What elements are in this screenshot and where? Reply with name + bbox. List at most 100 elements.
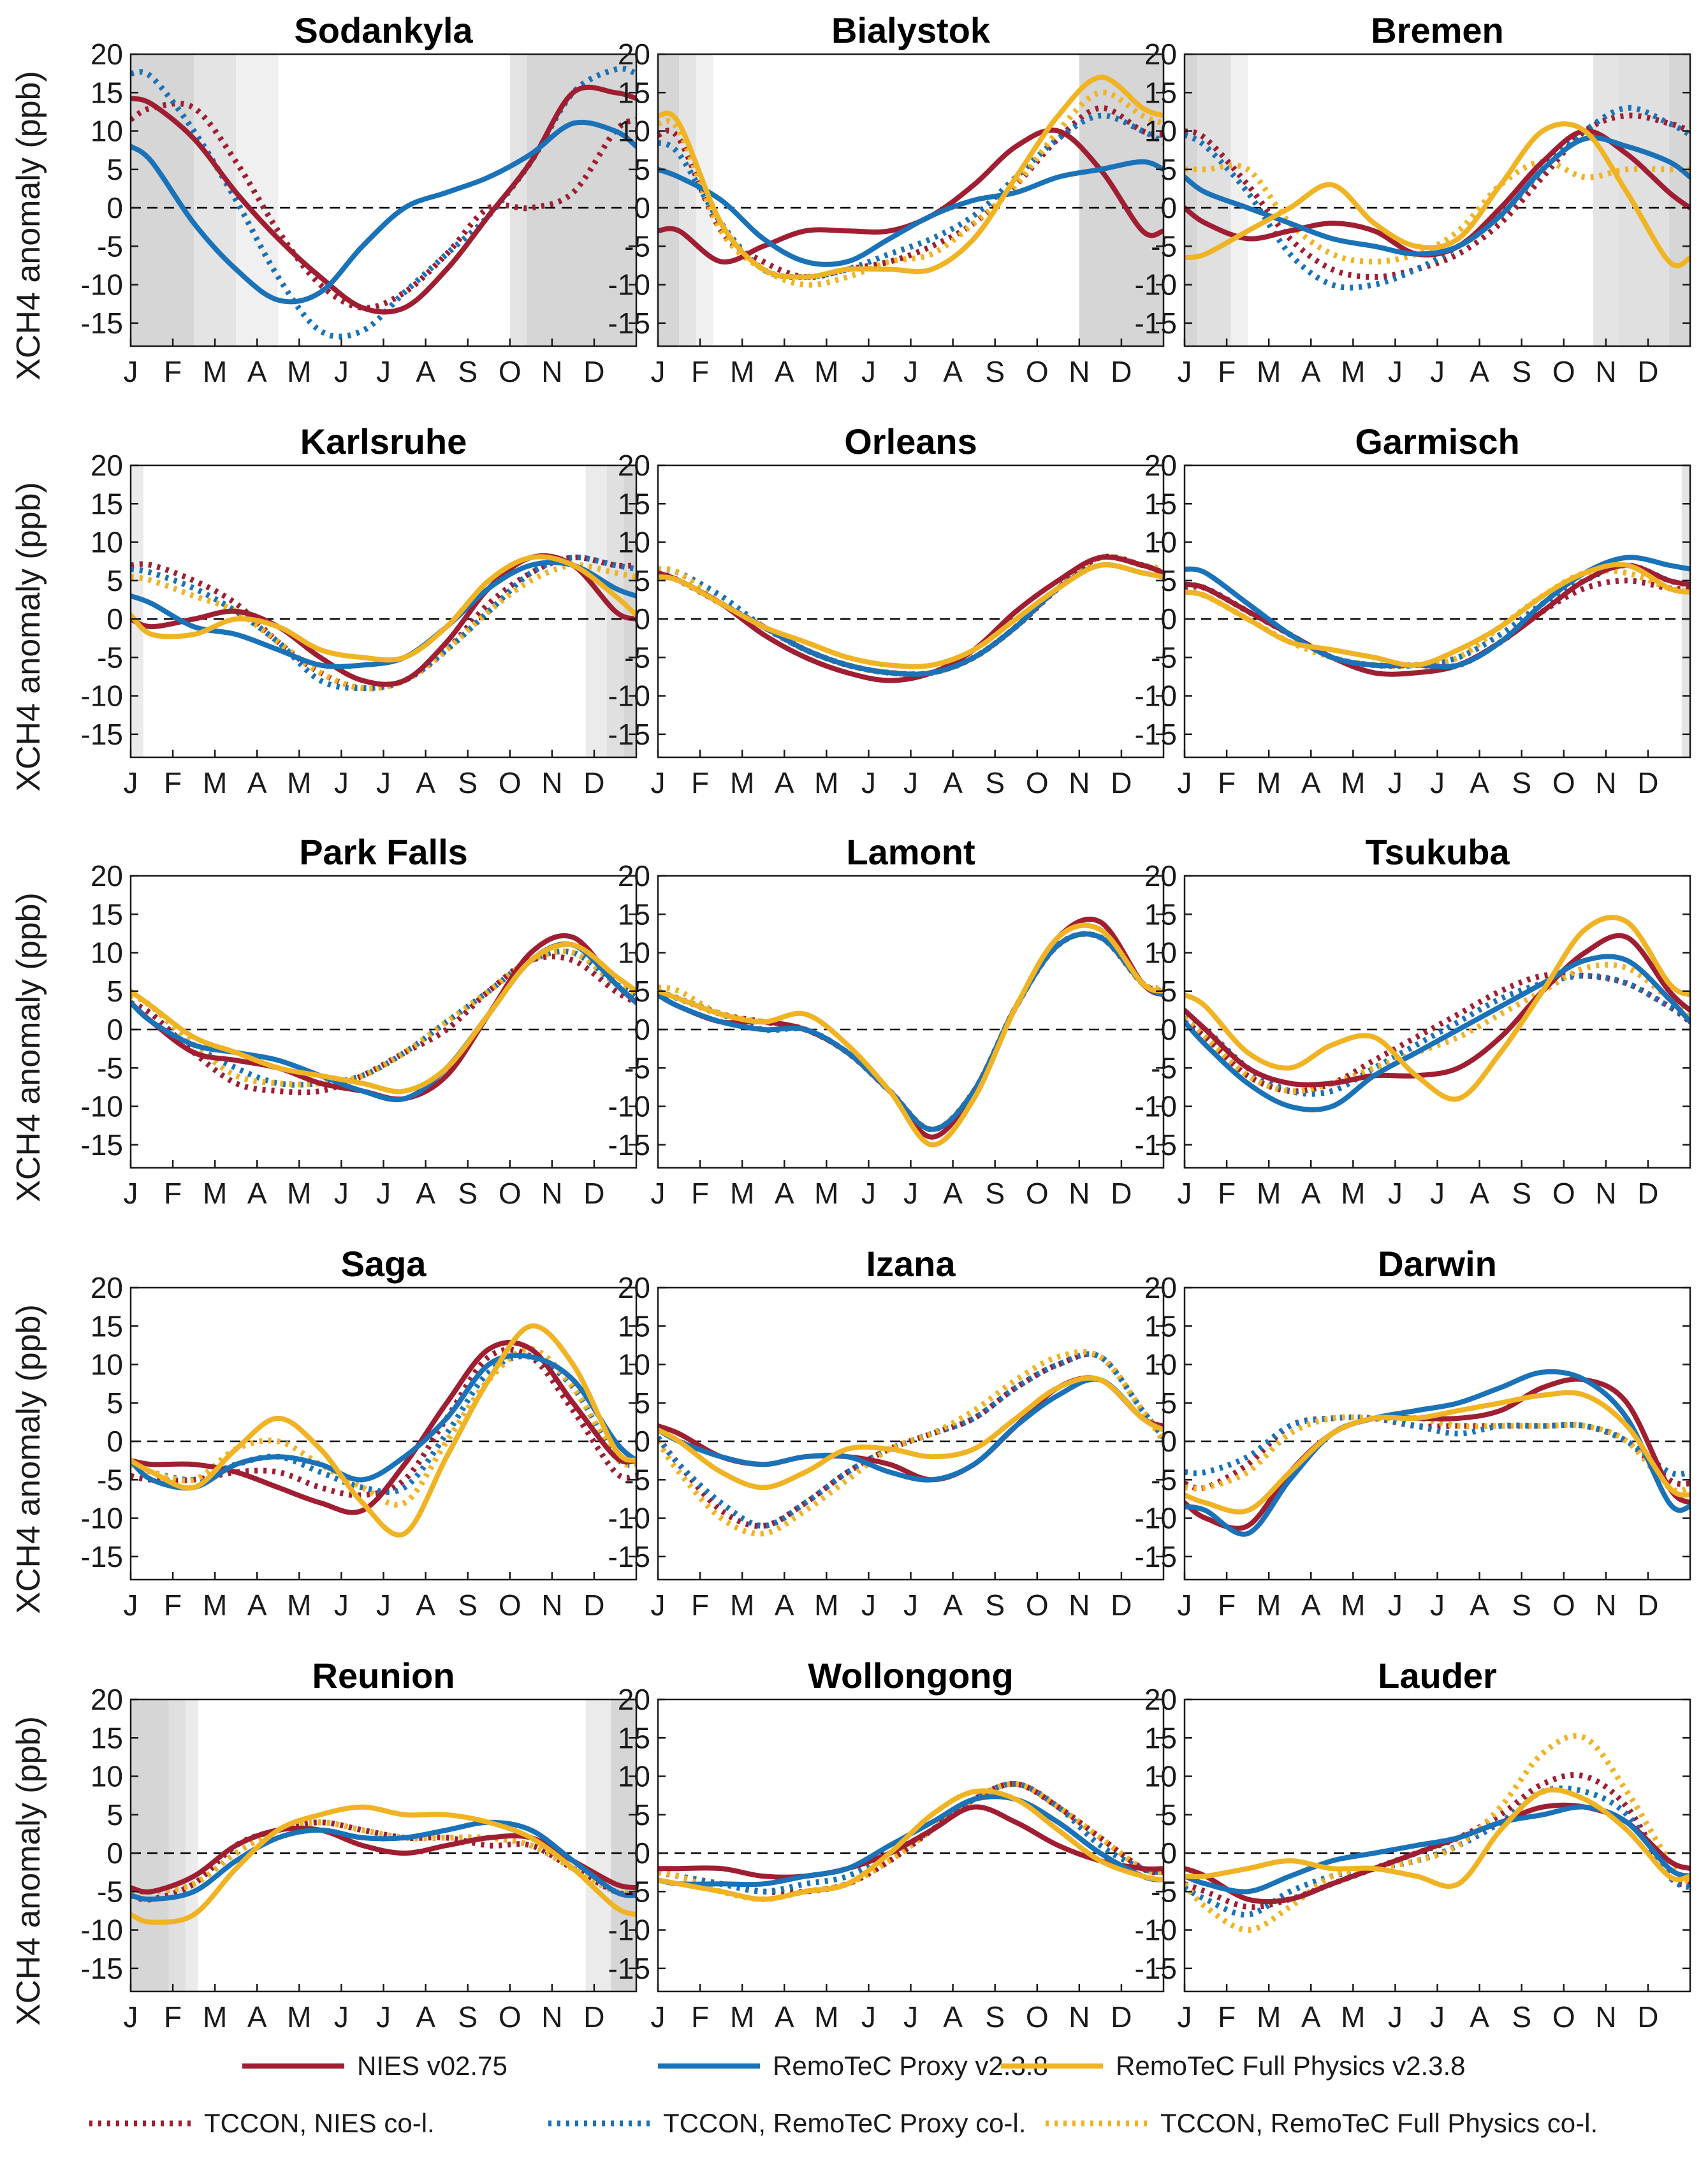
panel-title: Lauder (1378, 1655, 1497, 1696)
x-tick-label: J (124, 355, 138, 388)
y-tick-label: 5 (634, 1386, 650, 1420)
y-tick-label: 5 (106, 153, 123, 186)
series-line-t-fp (658, 1349, 1164, 1537)
y-tick-label: 15 (618, 1309, 650, 1342)
x-tick-label: F (691, 1177, 709, 1210)
y-tick-label: -10 (608, 680, 650, 713)
x-tick-label: J (334, 355, 349, 388)
legend-entry: TCCON, NIES co-l. (89, 2108, 435, 2138)
panel-title: Wollongong (808, 1655, 1013, 1696)
shading-band (611, 1699, 636, 1991)
series-line-proxy (658, 159, 1164, 267)
panel-title: Orleans (844, 421, 977, 462)
series-line-t-proxy (131, 554, 636, 692)
x-tick-label: J (651, 766, 666, 799)
x-tick-label: D (583, 1177, 604, 1210)
y-tick-label: 20 (618, 1683, 650, 1716)
y-tick-label: 20 (1144, 449, 1177, 482)
x-tick-label: F (1218, 355, 1236, 388)
y-tick-label: 15 (618, 487, 650, 520)
x-tick-label: A (775, 355, 794, 388)
y-tick-label: -10 (81, 1090, 123, 1123)
x-tick-label: F (1218, 2000, 1236, 2034)
panel-title: Karlsruhe (300, 421, 467, 462)
series-line-proxy (131, 1819, 636, 1902)
shading-band (527, 54, 636, 346)
series-line-t-fp (131, 1819, 636, 1896)
series-line-fp (658, 562, 1164, 669)
x-tick-label: D (1637, 1589, 1658, 1622)
x-tick-label: F (164, 1177, 182, 1210)
x-tick-label: N (1595, 2000, 1616, 2034)
y-tick-label: 5 (106, 1798, 123, 1831)
y-tick-label: 15 (618, 76, 650, 109)
y-tick-label: 10 (618, 1760, 650, 1793)
x-tick-label: M (287, 766, 311, 799)
y-tick-label: 0 (1160, 1425, 1177, 1458)
x-tick-label: N (1069, 1589, 1090, 1622)
shading-band (131, 465, 143, 757)
y-tick-label: 10 (618, 115, 650, 148)
x-tick-label: J (1178, 1589, 1192, 1622)
y-tick-label: 15 (91, 487, 123, 520)
x-tick-label: D (1637, 2000, 1658, 2034)
x-tick-label: J (651, 1589, 666, 1622)
x-tick-label: A (1301, 1177, 1321, 1210)
x-tick-label: J (334, 1589, 349, 1622)
y-tick-label: 20 (91, 38, 123, 71)
x-tick-label: J (376, 1589, 391, 1622)
y-tick-label: -5 (624, 1051, 650, 1084)
y-tick-label: -10 (81, 680, 123, 713)
y-tick-label: 10 (1144, 1348, 1177, 1381)
x-tick-label: J (376, 355, 391, 388)
x-tick-label: J (1178, 2000, 1192, 2034)
y-tick-label: -5 (1151, 1463, 1177, 1496)
series-line-fp (131, 942, 636, 1095)
x-tick-label: J (1388, 1177, 1403, 1210)
y-tick-label: 0 (106, 1837, 123, 1870)
x-tick-label: O (1552, 355, 1575, 388)
x-tick-label: A (1470, 2000, 1489, 2034)
x-tick-label: S (1512, 355, 1531, 388)
series-line-t-nies (131, 1346, 636, 1499)
series-line-proxy (1185, 1804, 1690, 1895)
y-tick-label: -15 (608, 1952, 650, 1985)
y-tick-label: -10 (1135, 1090, 1177, 1123)
x-tick-label: N (1595, 766, 1616, 799)
y-tick-label: -5 (1151, 641, 1177, 674)
x-tick-label: D (1111, 766, 1132, 799)
series-line-fp (658, 1375, 1164, 1490)
y-tick-label: 20 (618, 38, 650, 71)
x-tick-label: F (691, 2000, 709, 2034)
x-tick-label: J (124, 766, 138, 799)
legend-label: TCCON, RemoTeC Proxy co-l. (663, 2108, 1026, 2138)
x-tick-label: J (1430, 766, 1445, 799)
x-tick-label: A (775, 2000, 794, 2034)
y-tick-label: -15 (608, 307, 650, 340)
y-tick-label: -15 (81, 1128, 123, 1161)
x-tick-label: M (287, 1177, 311, 1210)
panel-title: Izana (866, 1244, 956, 1284)
x-tick-label: M (730, 1177, 754, 1210)
shading-band (185, 1699, 198, 1991)
x-tick-label: J (903, 766, 918, 799)
x-tick-label: N (541, 355, 562, 388)
y-tick-label: 5 (634, 975, 650, 1008)
series-line-t-proxy (658, 1781, 1164, 1895)
y-tick-label: 0 (106, 602, 123, 636)
plot-frame (129, 875, 638, 1169)
y-tick-label: -15 (1135, 1540, 1177, 1573)
x-tick-label: M (287, 2000, 311, 2034)
series-line-fp (658, 922, 1164, 1147)
x-tick-label: O (499, 766, 522, 799)
x-tick-label: S (985, 1177, 1005, 1210)
y-tick-label: -15 (1135, 718, 1177, 751)
x-tick-label: A (247, 766, 267, 799)
y-tick-label: 20 (91, 1683, 123, 1716)
y-tick-label: -5 (1151, 229, 1177, 263)
